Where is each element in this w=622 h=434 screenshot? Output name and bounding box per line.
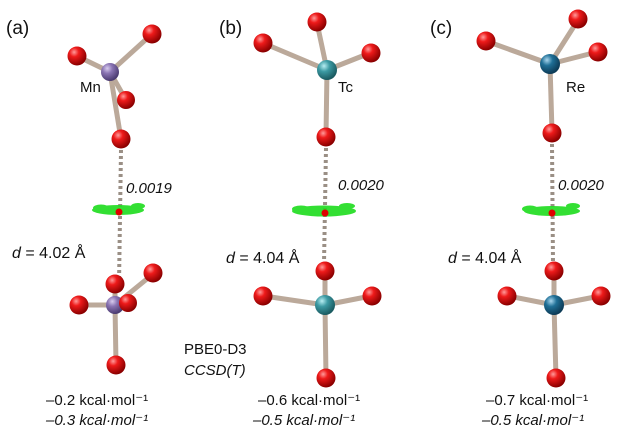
method-pbe0-label: PBE0-D3 (184, 341, 247, 358)
panel-c-oxygen-atom (568, 9, 588, 29)
panel-a-energy-pbe0: –0.2 kcal·mol⁻¹ (46, 392, 148, 409)
panel-a-oxygen-atom (105, 274, 125, 294)
panel-c-oxygen-atom (542, 123, 562, 143)
panel-c-metal-atom (544, 295, 564, 315)
panel-a-oxygen-atom (142, 24, 162, 44)
panel-c-lower-bonds (505, 269, 603, 381)
panel-a-oxygen-atom (143, 263, 163, 283)
panel-b-oxygen-atom (253, 286, 273, 306)
panel-b-lower-bonds (261, 269, 374, 381)
panel-c-metal-label: Re (566, 79, 585, 96)
panel-a-density-value: 0.0019 (126, 180, 173, 197)
panel-b-energy-ccsd: –0.5 kcal·mol⁻¹ (252, 412, 355, 429)
panel-b-contact-line (322, 147, 328, 265)
panel-c-oxygen-atom (544, 261, 564, 281)
panel-a-label: (a) (6, 18, 29, 39)
panel-a-oxygen-atom (111, 129, 131, 149)
panel-b-oxygen-atom (362, 286, 382, 306)
panel-b-oxygen-atom (315, 261, 335, 281)
panel-b-metal-label: Tc (338, 79, 354, 96)
panel-a-energy-ccsd: –0.3 kcal·mol⁻¹ (45, 412, 148, 429)
panel-b-oxygen-atom (361, 43, 381, 63)
panel-b-metal-atom (315, 295, 335, 315)
panel-a-oxygen-atom (67, 46, 87, 66)
panel-a-metal-atom (101, 63, 119, 81)
panel-c-oxygen-atom (588, 42, 608, 62)
panel-b-oxygen-atom (307, 12, 327, 32)
panel-a-metal-label: Mn (80, 79, 101, 96)
panel-c-oxygen-atom (497, 286, 517, 306)
panel-b-oxygen-atom (316, 368, 336, 388)
panel-b-upper-bonds (260, 20, 373, 139)
panel-c-oxygen-atom (546, 368, 566, 388)
panel-c-oxygen-atom (476, 31, 496, 51)
panel-a: (a) Mn 0.0019 d = 4.02 Å (6, 18, 247, 429)
panel-a-oxygen-atom (119, 294, 137, 312)
panel-a-distance-label: d = 4.02 Å (12, 243, 86, 262)
panel-b-contact-point (321, 209, 329, 217)
panel-c-contact-line (550, 143, 555, 265)
panel-c-energy-pbe0: –0.7 kcal·mol⁻¹ (486, 392, 588, 409)
panel-c-density-value: 0.0020 (558, 177, 605, 194)
method-ccsd-label: CCSD(T) (184, 362, 246, 379)
panel-a-contact-point (115, 208, 123, 216)
panel-a-contact-line (117, 149, 123, 285)
panel-b-distance-label: d = 4.04 Å (226, 248, 300, 267)
panel-c-contact-point (548, 209, 556, 217)
panel-b-energy-pbe0: –0.6 kcal·mol⁻¹ (258, 392, 360, 409)
panel-c-oxygen-atom (591, 286, 611, 306)
panel-b-density-value: 0.0020 (338, 177, 385, 194)
panel-b-metal-atom (317, 60, 337, 80)
panel-a-oxygen-atom (69, 295, 89, 315)
panel-c-label: (c) (430, 18, 452, 39)
panel-c-energy-ccsd: –0.5 kcal·mol⁻¹ (481, 412, 584, 429)
panel-b: (b) Tc 0.0020 d = 4.04 Å (219, 12, 385, 429)
panel-b-label: (b) (219, 18, 242, 39)
panel-c-upper-bonds (483, 17, 600, 135)
panel-c: (c) Re 0.0020 d = 4.04 Å (430, 9, 611, 429)
panel-b-oxygen-atom (316, 127, 336, 147)
panel-a-oxygen-atom (117, 91, 135, 109)
panel-a-oxygen-atom (106, 355, 126, 375)
panel-c-metal-atom (540, 54, 560, 74)
panel-c-distance-label: d = 4.04 Å (448, 248, 522, 267)
panel-b-oxygen-atom (253, 33, 273, 53)
